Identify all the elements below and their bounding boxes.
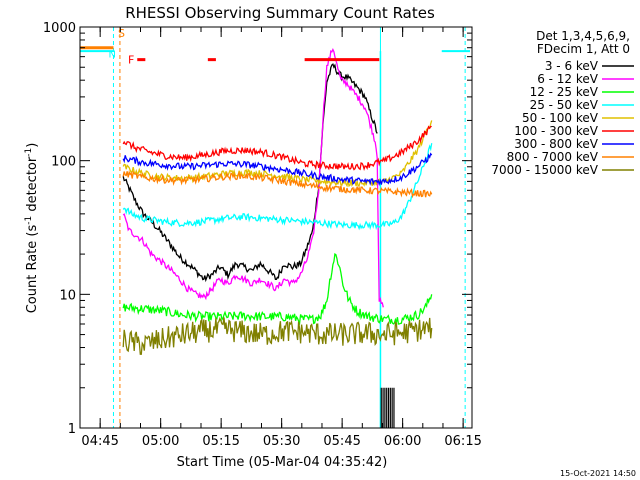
legend-label-8: 7000 - 15000 keV — [491, 163, 598, 177]
series-line-0 — [122, 63, 378, 283]
legend-header-line-1: Det 1,3,4,5,6,9, — [536, 29, 630, 43]
y-axis-label-sup2: -1 — [24, 148, 34, 157]
series-line-6 — [122, 152, 433, 187]
x-tick-label-5: 06:00 — [384, 434, 421, 449]
x-tick-label-3: 05:30 — [263, 434, 300, 449]
chart-title: RHESSI Observing Summary Count Rates — [125, 4, 435, 22]
legend-label-6: 300 - 800 keV — [514, 137, 598, 151]
legend-label-4: 50 - 100 keV — [522, 111, 599, 125]
y-tick-label-1: 10 — [59, 288, 76, 303]
legend-label-3: 25 - 50 keV — [530, 98, 599, 112]
x-tick-label-4: 05:45 — [323, 434, 360, 449]
series-line-5 — [122, 125, 432, 172]
y-tick-label-3: 1000 — [43, 21, 76, 36]
y-axis-label-close: ) — [25, 143, 40, 148]
y-tick-label-2: 100 — [51, 155, 76, 170]
plot-frame — [79, 26, 473, 429]
legend-label-0: 3 - 6 keV — [545, 59, 599, 73]
y-axis-label: Count Rate (s-1 detector-1) — [24, 143, 40, 314]
legend-label-1: 6 - 12 keV — [537, 72, 599, 86]
series-line-3 — [122, 143, 433, 231]
series-line-8 — [122, 316, 433, 355]
x-axis-label: Start Time (05-Mar-04 04:35:42) — [177, 455, 388, 470]
y-axis-label-sup: -1 — [24, 216, 34, 225]
flare-marker-label: F — [128, 54, 134, 67]
timestamp: 15-Oct-2021 14:50 — [560, 469, 636, 478]
y-tick-label-0: 1 — [68, 422, 76, 437]
y-axis-label-rest: detector — [25, 156, 40, 216]
legend-label-5: 100 - 300 keV — [514, 124, 598, 138]
x-tick-label-2: 05:15 — [202, 434, 239, 449]
axes-layer: 1 10 100 1000 04:45 05:00 05:15 05:30 05:45 06:00… — [43, 21, 482, 449]
y-axis-label-main: Count Rate (s — [25, 225, 40, 314]
series-line-4 — [122, 120, 433, 188]
n-marker-label: N — [109, 49, 116, 60]
legend: Det 1,3,4,5,6,9, FDecim 1, Att 0 3 - 6 k… — [491, 29, 634, 177]
data-group — [80, 27, 470, 428]
x-tick-label-1: 05:00 — [142, 434, 179, 449]
saa-marker-label: S — [118, 27, 125, 40]
series-line-7 — [122, 170, 433, 199]
series-line-1 — [122, 48, 384, 308]
legend-label-2: 12 - 25 keV — [530, 85, 599, 99]
plot-layer: F SN — [80, 27, 470, 428]
x-tick-label-0: 04:45 — [81, 434, 118, 449]
x-tick-label-6: 06:15 — [444, 434, 481, 449]
series-line-2 — [122, 253, 433, 326]
legend-header-line-2: FDecim 1, Att 0 — [537, 42, 630, 56]
legend-label-7: 800 - 7000 keV — [507, 150, 599, 164]
